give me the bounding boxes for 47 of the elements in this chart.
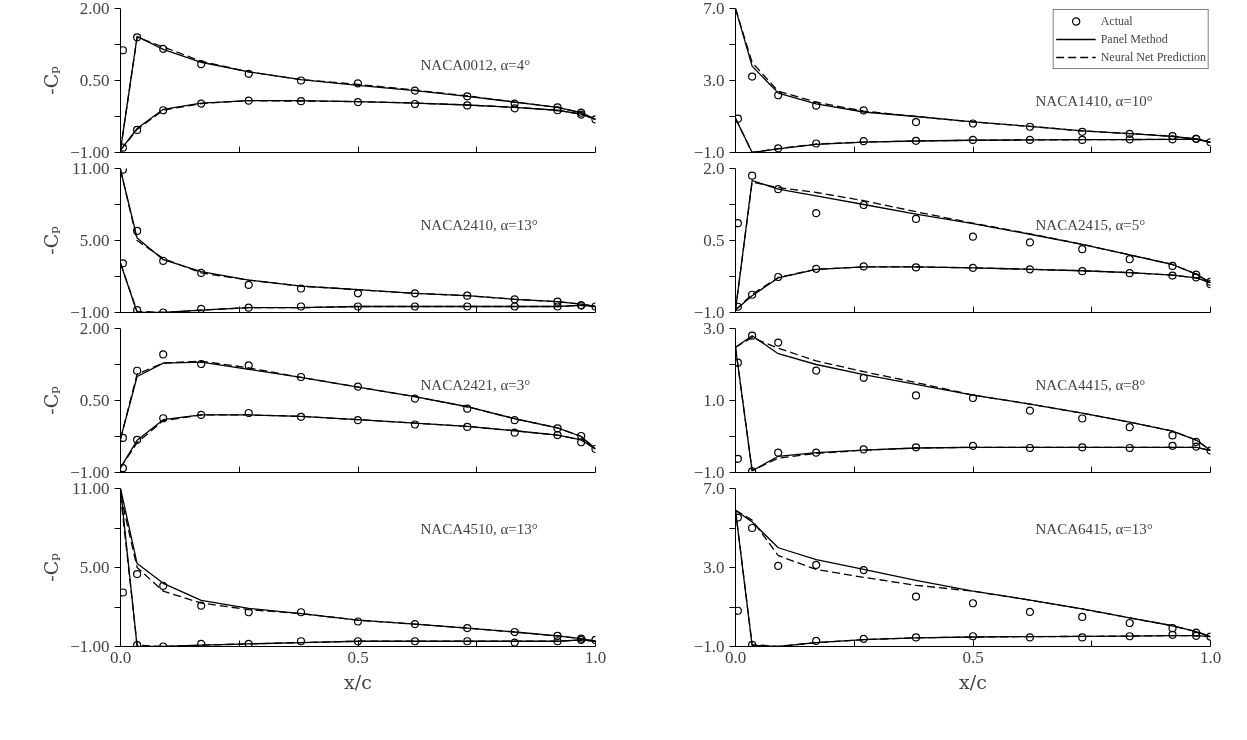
annotation: NACA0012, α=4° [420, 57, 531, 74]
annotation: NACA6415, α=13° [1035, 521, 1153, 538]
x-tick-label: 0.5 [347, 647, 369, 667]
y-axis-title: -Cₚ [40, 385, 63, 415]
x-tick-label: 1.0 [1199, 647, 1222, 667]
y-tick-label: −1.0 [693, 637, 725, 656]
y-tick-label: 7.0 [703, 479, 725, 498]
y-tick-label: 7.0 [703, 0, 725, 18]
legend-label: Actual [1100, 12, 1133, 30]
y-tick-label: −1.00 [70, 143, 110, 162]
y-axis-title: -Cₚ [40, 552, 63, 582]
y-tick-label: 0.50 [79, 71, 110, 90]
y-tick-label: −1.00 [70, 303, 110, 322]
y-tick-label: −1.0 [693, 303, 725, 322]
annotation: NACA1410, α=10° [1035, 93, 1153, 110]
annotation: NACA4510, α=13° [420, 521, 538, 538]
y-tick-label: 0.50 [79, 391, 110, 410]
y-tick-label: −1.0 [693, 143, 725, 162]
y-tick-label: 5.00 [79, 558, 110, 577]
y-tick-label: 11.00 [71, 479, 110, 498]
legend-label: Panel Method [1100, 30, 1168, 48]
y-tick-label: 5.00 [79, 231, 110, 250]
y-axis-title: -Cₚ [40, 225, 63, 255]
y-tick-label: −1.00 [70, 637, 110, 656]
y-tick-label: 2.0 [703, 159, 725, 178]
x-axis-title: x/c [344, 670, 372, 693]
annotation: NACA2410, α=13° [420, 217, 538, 234]
y-tick-label: 2.00 [79, 0, 110, 18]
y-axis-title: -Cₚ [40, 65, 63, 95]
x-tick-label: 0.5 [962, 647, 984, 667]
y-tick-label: −1.00 [70, 463, 110, 482]
y-tick-label: −1.0 [693, 463, 725, 482]
y-tick-label: 2.00 [79, 319, 110, 338]
annotation: NACA2415, α=5° [1035, 217, 1146, 234]
y-tick-label: 3.0 [703, 319, 725, 338]
legend-label: Neural Net Prediction [1100, 48, 1206, 66]
y-tick-label: 3.0 [703, 558, 725, 577]
annotation: NACA4415, α=8° [1035, 377, 1146, 394]
annotation: NACA2421, α=3° [420, 377, 531, 394]
y-tick-label: 0.5 [703, 231, 725, 250]
y-tick-label: 3.0 [703, 71, 725, 90]
x-axis-title: x/c [959, 670, 987, 693]
y-tick-label: 1.0 [703, 391, 725, 410]
x-tick-label: 0.0 [724, 647, 747, 667]
x-tick-label: 0.0 [109, 647, 132, 667]
x-tick-label: 1.0 [584, 647, 607, 667]
y-tick-label: 11.00 [71, 159, 110, 178]
